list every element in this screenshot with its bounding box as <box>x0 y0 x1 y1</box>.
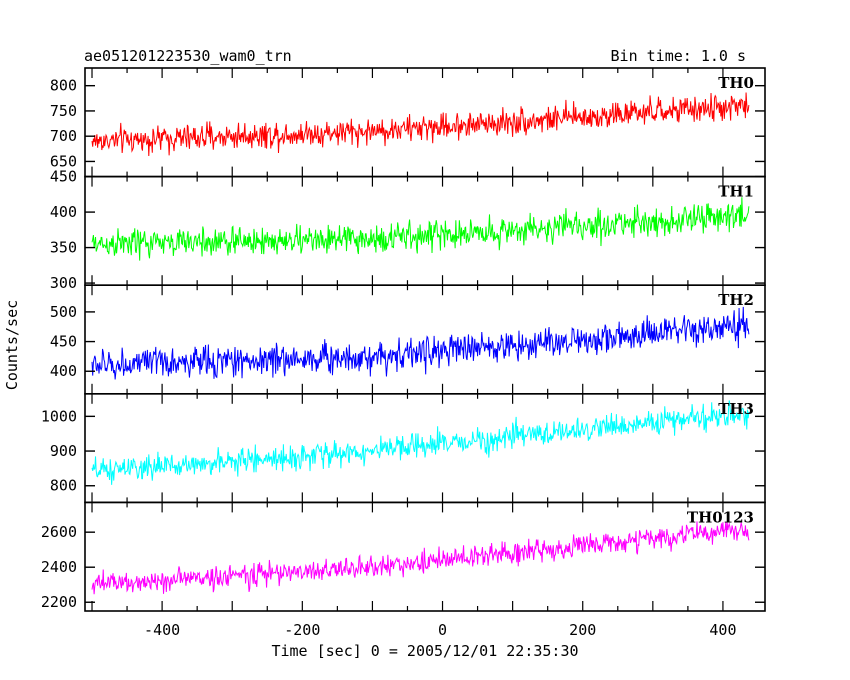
y-tick-label: 650 <box>50 152 77 170</box>
y-tick-label: 500 <box>50 303 77 321</box>
x-tick-label: 400 <box>709 621 736 639</box>
light-curve-th2 <box>91 306 750 380</box>
y-tick-label: 800 <box>50 77 77 95</box>
x-tick-label: 200 <box>569 621 596 639</box>
y-tick-label: 300 <box>50 274 77 292</box>
y-tick-label: 400 <box>50 362 77 380</box>
light-curve-th0 <box>91 92 750 157</box>
y-tick-label: 400 <box>50 203 77 221</box>
y-tick-label: 750 <box>50 102 77 120</box>
light-curves <box>91 92 750 595</box>
panel-frame-th0 <box>84 67 766 178</box>
panel-label-th0: TH0 <box>718 74 754 92</box>
panel-frame-th0123 <box>84 501 766 612</box>
chart-title: ae051201223530_wam0_trn <box>84 47 292 65</box>
tick-labels: 650 700 750 800 TH0 300 350 400 450 TH1 400 450 500 T… <box>41 74 754 639</box>
panel-label-th3: TH3 <box>718 400 754 418</box>
y-tick-label: 900 <box>50 442 77 460</box>
y-tick-label: 1000 <box>41 407 77 425</box>
y-tick-label: 700 <box>50 127 77 145</box>
y-tick-label: 450 <box>50 333 77 351</box>
x-tick-label: 0 <box>438 621 447 639</box>
y-tick-label: 2400 <box>41 558 77 576</box>
light-curve-th3 <box>91 400 750 485</box>
x-tick-label: -400 <box>144 621 180 639</box>
y-axis-label: Counts/sec <box>3 300 21 390</box>
y-tick-label: 2600 <box>41 523 77 541</box>
panel-frame-th3 <box>84 392 766 504</box>
y-tick-label: 2200 <box>41 593 77 611</box>
y-tick-label: 450 <box>50 168 77 186</box>
panel-label-th0123: TH0123 <box>687 508 754 526</box>
panel-frames <box>84 67 766 612</box>
light-curve-th0123 <box>91 521 750 595</box>
x-tick-label: -200 <box>284 621 320 639</box>
y-tick-label: 350 <box>50 239 77 257</box>
light-curve-th1 <box>91 197 750 261</box>
panel-label-th2: TH2 <box>718 291 754 309</box>
tick-marks <box>85 68 765 611</box>
y-tick-label: 800 <box>50 477 77 495</box>
panel-frame-th2 <box>84 284 766 395</box>
panel-label-th1: TH1 <box>718 183 754 201</box>
bin-time-label: Bin time: 1.0 s <box>611 47 746 65</box>
x-axis-label: Time [sec] 0 = 2005/12/01 22:35:30 <box>271 642 578 660</box>
